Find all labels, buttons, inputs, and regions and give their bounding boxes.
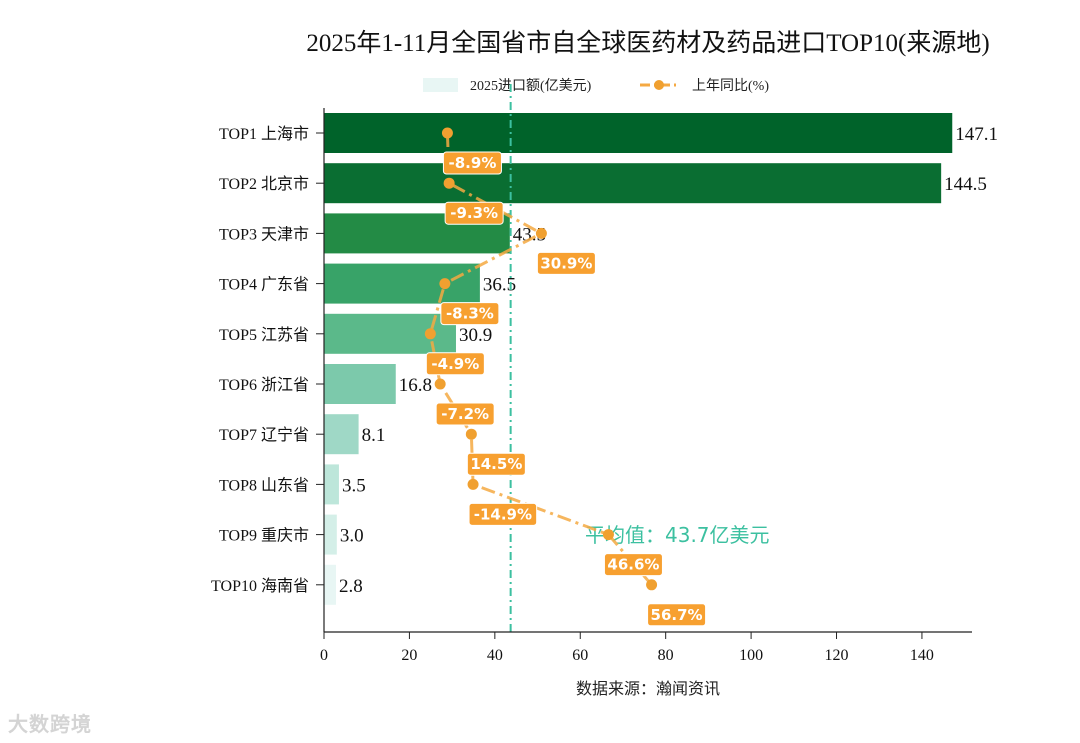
y-tick-label: TOP3 天津市	[219, 225, 309, 243]
y-tick-label: TOP1 上海市	[219, 125, 309, 143]
yoy-marker	[424, 328, 436, 340]
x-tick-label: 20	[401, 647, 417, 664]
yoy-label: -8.9%	[449, 154, 497, 172]
bar	[324, 113, 953, 153]
y-tick-label: TOP9 重庆市	[219, 527, 309, 545]
bar	[324, 564, 336, 605]
yoy-marker	[434, 378, 446, 390]
yoy-marker	[602, 529, 614, 541]
yoy-label-box	[468, 502, 538, 526]
legend-bar-swatch	[423, 78, 458, 92]
yoy-label: 56.7%	[651, 606, 703, 624]
y-tick-label: TOP5 江苏省	[219, 326, 309, 344]
x-tick-label: 80	[658, 647, 674, 664]
legend-line-label: 上年同比(%)	[692, 78, 769, 94]
yoy-marker	[535, 227, 547, 239]
y-tick-label: TOP7 辽宁省	[219, 426, 309, 444]
yoy-label: 30.9%	[540, 254, 592, 272]
yoy-label: -7.2%	[441, 405, 489, 423]
legend-line-marker	[654, 80, 664, 90]
yoy-marker	[646, 579, 658, 591]
bar	[324, 514, 337, 555]
x-tick-label: 40	[487, 647, 503, 664]
bar-value-label: 30.9	[459, 325, 492, 346]
yoy-label: -14.9%	[474, 505, 532, 523]
yoy-label: -8.3%	[446, 305, 494, 323]
bar-value-label: 147.1	[955, 124, 998, 145]
yoy-label-box	[466, 452, 526, 476]
bar	[324, 263, 480, 304]
x-tick-label: 0	[320, 647, 328, 664]
yoy-marker	[439, 278, 451, 290]
bar-value-label: 3.0	[340, 526, 364, 547]
yoy-marker	[465, 428, 477, 440]
bar-value-label: 144.5	[944, 174, 987, 195]
x-tick-label: 60	[572, 647, 588, 664]
yoy-label-box	[536, 251, 596, 275]
y-tick-label: TOP4 广东省	[219, 276, 309, 294]
yoy-label: -4.9%	[431, 355, 479, 373]
yoy-line-group: -8.9% -9.3% 30.9% -8.3% -4.9% -7.2% 14.5% -14.9…	[424, 127, 707, 627]
y-tick-label: TOP10 海南省	[211, 577, 309, 595]
yoy-label-box	[647, 603, 707, 627]
bar-value-label: 8.1	[362, 425, 386, 446]
yoy-label: 46.6%	[607, 556, 659, 574]
y-tick-label: TOP2 北京市	[219, 175, 309, 193]
yoy-marker	[441, 127, 453, 139]
legend: 2025进口额(亿美元) 上年同比(%)	[423, 78, 769, 94]
yoy-marker	[467, 478, 479, 490]
yoy-label-box	[440, 302, 500, 326]
chart-title: 2025年1-11月全国省市自全球医药材及药品进口TOP10(来源地)	[306, 29, 989, 57]
x-axis-label: 数据来源：瀚闻资讯	[576, 680, 720, 698]
bar-value-label: 2.8	[339, 576, 363, 597]
yoy-label-box	[442, 151, 502, 175]
x-axis: 0 20 40 60 80 100 120 140	[320, 108, 972, 664]
yoy-label: 14.5%	[470, 455, 522, 473]
yoy-label-box	[425, 352, 485, 376]
yoy-label: -9.3%	[450, 204, 498, 222]
bar	[324, 464, 339, 505]
yoy-label-box	[444, 201, 504, 225]
bar-value-label: 16.8	[399, 375, 432, 396]
bar-value-label: 3.5	[342, 475, 366, 496]
bar	[324, 364, 396, 404]
bar	[324, 313, 456, 354]
watermark: 大数跨境	[8, 712, 92, 736]
x-tick-label: 120	[825, 647, 849, 664]
y-tick-label: TOP8 山东省	[219, 476, 309, 494]
bar	[324, 414, 359, 455]
yoy-label-box	[603, 553, 663, 577]
x-tick-label: 100	[739, 647, 763, 664]
y-tick-label: TOP6 浙江省	[219, 376, 309, 394]
bar	[324, 163, 942, 204]
legend-bar-label: 2025进口额(亿美元)	[470, 78, 592, 94]
bar-value-label: 36.5	[483, 275, 516, 296]
x-tick-label: 140	[910, 647, 934, 664]
yoy-marker	[443, 177, 455, 189]
yoy-label-box	[435, 402, 495, 426]
